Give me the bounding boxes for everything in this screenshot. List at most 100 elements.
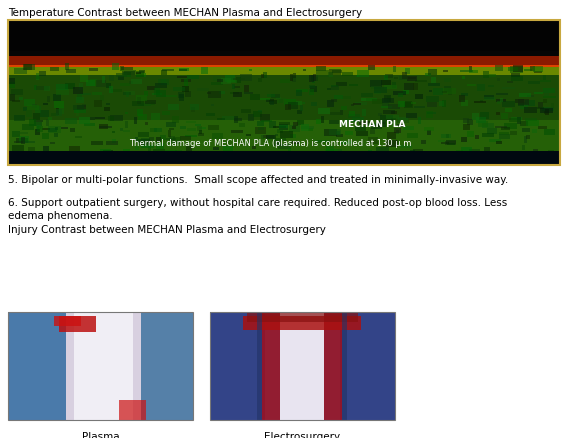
Bar [403, 90, 409, 94]
Bar [534, 71, 542, 73]
Bar [8, 20, 560, 51]
Bar [235, 151, 241, 157]
Bar [266, 135, 276, 139]
Bar [94, 100, 102, 107]
Bar [190, 104, 199, 110]
Bar [36, 76, 40, 79]
Bar [510, 131, 517, 135]
Bar [345, 131, 353, 135]
Bar [10, 94, 15, 101]
Bar [384, 75, 388, 80]
Bar [280, 79, 290, 83]
Bar [384, 85, 397, 89]
Bar [185, 135, 197, 137]
Bar [154, 88, 160, 95]
Bar [277, 129, 283, 133]
Bar [340, 110, 343, 115]
Bar [65, 63, 69, 70]
Bar [387, 96, 390, 102]
Bar [405, 68, 410, 74]
Bar [469, 70, 478, 73]
Bar [179, 69, 187, 71]
Bar [508, 67, 518, 71]
Bar [257, 312, 262, 420]
Bar [489, 139, 501, 142]
Bar [330, 157, 341, 161]
Bar [480, 112, 489, 119]
Bar [543, 75, 546, 80]
Bar [137, 109, 143, 116]
Bar [213, 147, 219, 150]
Bar [349, 84, 358, 86]
Bar [331, 99, 337, 102]
Bar [119, 400, 146, 420]
Bar [136, 71, 144, 77]
Bar [54, 316, 81, 326]
Bar [402, 72, 407, 79]
Bar [39, 71, 46, 76]
Bar [321, 116, 324, 123]
Bar [330, 112, 340, 115]
Bar [467, 131, 474, 137]
Bar [341, 106, 347, 110]
Bar [394, 128, 401, 133]
Bar [211, 82, 223, 85]
Bar [533, 149, 538, 156]
Bar [381, 80, 391, 85]
Bar [197, 126, 202, 131]
Bar [24, 64, 35, 70]
Bar [285, 104, 291, 110]
Bar [244, 85, 249, 92]
Bar [148, 145, 151, 152]
Bar [518, 99, 529, 105]
Text: Temperature Contrast between MECHAN Plasma and Electrosurgery: Temperature Contrast between MECHAN Plas… [8, 8, 362, 18]
Bar [507, 81, 513, 83]
Text: Thermal damage of MECHAN PLA (plasma) is controlled at 130 μ m: Thermal damage of MECHAN PLA (plasma) is… [130, 138, 412, 148]
Bar [266, 99, 274, 102]
Bar [162, 111, 170, 115]
Bar [540, 108, 553, 113]
Bar [467, 119, 473, 125]
Bar [144, 91, 148, 96]
Bar [368, 137, 378, 144]
Bar [56, 89, 69, 95]
Bar [132, 101, 144, 106]
Bar [461, 147, 472, 151]
Bar [244, 92, 253, 94]
Bar [459, 95, 465, 102]
Bar [138, 103, 151, 106]
Bar [318, 108, 330, 114]
Bar [271, 94, 280, 98]
Bar [371, 124, 382, 129]
Bar [257, 121, 264, 126]
Bar [548, 150, 554, 154]
Bar [48, 126, 61, 133]
Bar [469, 66, 472, 72]
Bar [544, 89, 549, 96]
Bar [292, 126, 296, 129]
Bar [386, 140, 398, 147]
Bar [348, 114, 360, 118]
Bar [47, 153, 50, 160]
Bar [355, 151, 364, 158]
Bar [169, 136, 175, 143]
Bar [252, 146, 256, 149]
Bar [236, 77, 241, 83]
Bar [173, 137, 181, 144]
Bar [342, 312, 347, 420]
Bar [382, 99, 389, 106]
Bar [353, 103, 361, 105]
Bar [73, 105, 84, 110]
Bar [332, 70, 342, 73]
Bar [262, 312, 280, 420]
Bar [411, 102, 416, 104]
Bar [99, 124, 108, 129]
Bar [526, 135, 530, 139]
Bar [288, 102, 298, 109]
Bar [361, 98, 366, 101]
Bar [129, 81, 133, 84]
Bar [483, 71, 489, 78]
Bar [112, 139, 116, 143]
Bar [442, 100, 446, 107]
Bar [277, 98, 286, 103]
